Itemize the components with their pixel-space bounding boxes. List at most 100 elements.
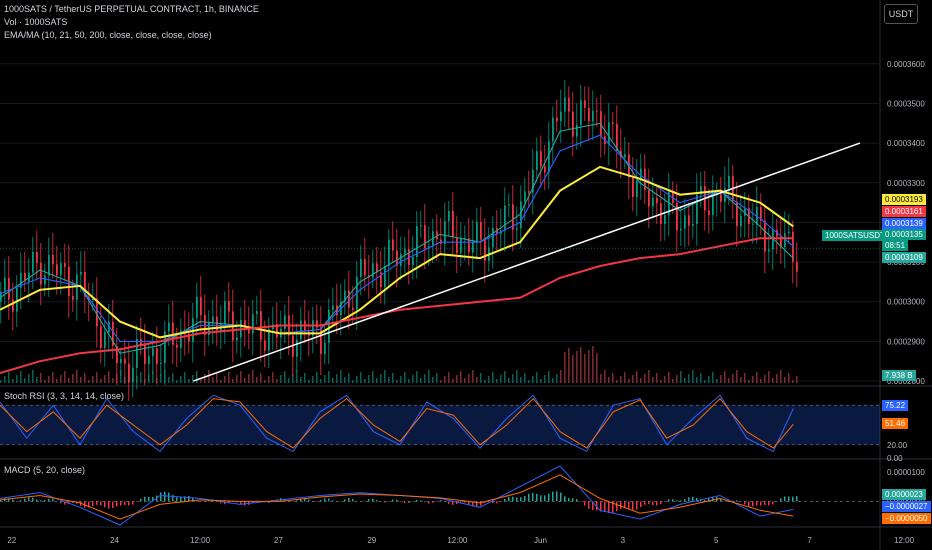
macd-histogram-bar [116, 501, 118, 507]
candle-body [136, 338, 138, 368]
candle-body [632, 177, 634, 197]
macd-histogram-bar [252, 501, 254, 503]
candle-body [760, 206, 762, 221]
macd-histogram-bar [780, 498, 782, 502]
ma-line-1 [0, 134, 794, 342]
ma-line-0 [0, 122, 794, 354]
macd-histogram-bar [0, 499, 2, 502]
volume-bar [744, 373, 746, 383]
price-tick-label: 0.0003400 [887, 139, 925, 148]
volume-bar [396, 380, 398, 383]
candle-body [32, 252, 34, 273]
candle-body [744, 208, 746, 216]
volume-bar [700, 373, 702, 383]
macd-line-1 [0, 474, 794, 520]
volume-bar [476, 377, 478, 383]
macd-histogram-bar [684, 499, 686, 502]
macd-histogram-bar [188, 495, 190, 502]
volume-bar [320, 379, 322, 383]
volume-bar [592, 346, 594, 383]
volume-bar [276, 379, 278, 383]
macd-histogram-bar [636, 501, 638, 510]
volume-bar [416, 371, 418, 383]
macd-histogram-bar [744, 501, 746, 505]
macd-histogram-bar [376, 500, 378, 502]
candle-body [20, 272, 22, 288]
macd-histogram-bar [380, 501, 382, 502]
candle-body [536, 151, 538, 170]
stoch-tick-label: 20.00 [887, 441, 908, 450]
macd-histogram-bar [792, 496, 794, 502]
price-tick-label: 0.0002900 [887, 337, 925, 346]
volume-bar [340, 370, 342, 383]
candle-body [80, 271, 82, 275]
volume-bar [452, 379, 454, 383]
volume-bar [32, 370, 34, 383]
macd-histogram-bar [424, 501, 426, 503]
time-axis-label: Jun [534, 536, 547, 545]
volume-bar [656, 373, 658, 383]
volume-bar [80, 377, 82, 383]
macd-histogram-bar [704, 500, 706, 502]
volume-bar [408, 379, 410, 383]
macd-histogram-bar [456, 501, 458, 504]
volume-bar [216, 373, 218, 383]
volume-bar [760, 379, 762, 383]
candle-body [456, 237, 458, 253]
volume-bar [292, 374, 294, 383]
volume-bar [392, 373, 394, 383]
macd-histogram-bar [628, 501, 630, 509]
macd-histogram-bar [528, 493, 530, 502]
volume-bar [120, 370, 122, 383]
macd-histogram-bar [40, 500, 42, 502]
volume-bar [172, 373, 174, 383]
candle-body [364, 259, 366, 276]
candle-body [544, 166, 546, 173]
candle-body [476, 221, 478, 242]
candle-body [260, 311, 262, 341]
candle-body [400, 253, 402, 266]
candle-body [16, 287, 18, 312]
volume-bar [44, 380, 46, 383]
volume-bar [732, 374, 734, 383]
volume-bar [192, 375, 194, 383]
candle-body [572, 111, 574, 137]
volume-bar [628, 379, 630, 383]
macd-histogram-bar [640, 501, 642, 508]
volume-bar [576, 351, 578, 383]
macd-histogram-bar [204, 501, 206, 502]
volume-bar [648, 370, 650, 383]
volume-bar [564, 352, 566, 383]
candle-body [388, 239, 390, 266]
macd-histogram-bar [312, 501, 314, 502]
macd-histogram-bar [504, 498, 506, 502]
currency-button[interactable]: USDT [884, 4, 918, 24]
macd-line-tag: −0.0000027 [882, 501, 931, 512]
volume-bar [432, 377, 434, 383]
macd-histogram-bar [676, 500, 678, 502]
stoch-line-0 [0, 394, 794, 453]
macd-histogram-bar [412, 501, 414, 502]
macd-histogram-bar [112, 501, 114, 509]
volume-bar [644, 374, 646, 383]
macd-signal-tag: −0.0000050 [882, 513, 931, 524]
last-price-tag: 0.0003135 [882, 229, 926, 240]
volume-bar [252, 370, 254, 383]
candle-body [492, 227, 494, 248]
volume-bar [316, 372, 318, 383]
macd-histogram-bar [120, 501, 122, 506]
candle-body [756, 206, 758, 224]
macd-histogram-bar [688, 497, 690, 502]
macd-histogram-bar [32, 497, 34, 502]
volume-bar [152, 371, 154, 383]
volume-bar [448, 372, 450, 383]
macd-histogram-bar [340, 501, 342, 502]
candle-body [548, 141, 550, 173]
candle-body [480, 221, 482, 240]
macd-histogram-bar [496, 501, 498, 504]
volume-bar [388, 377, 390, 383]
volume-bar [456, 375, 458, 383]
candle-body [564, 97, 566, 112]
candle-body [776, 229, 778, 237]
